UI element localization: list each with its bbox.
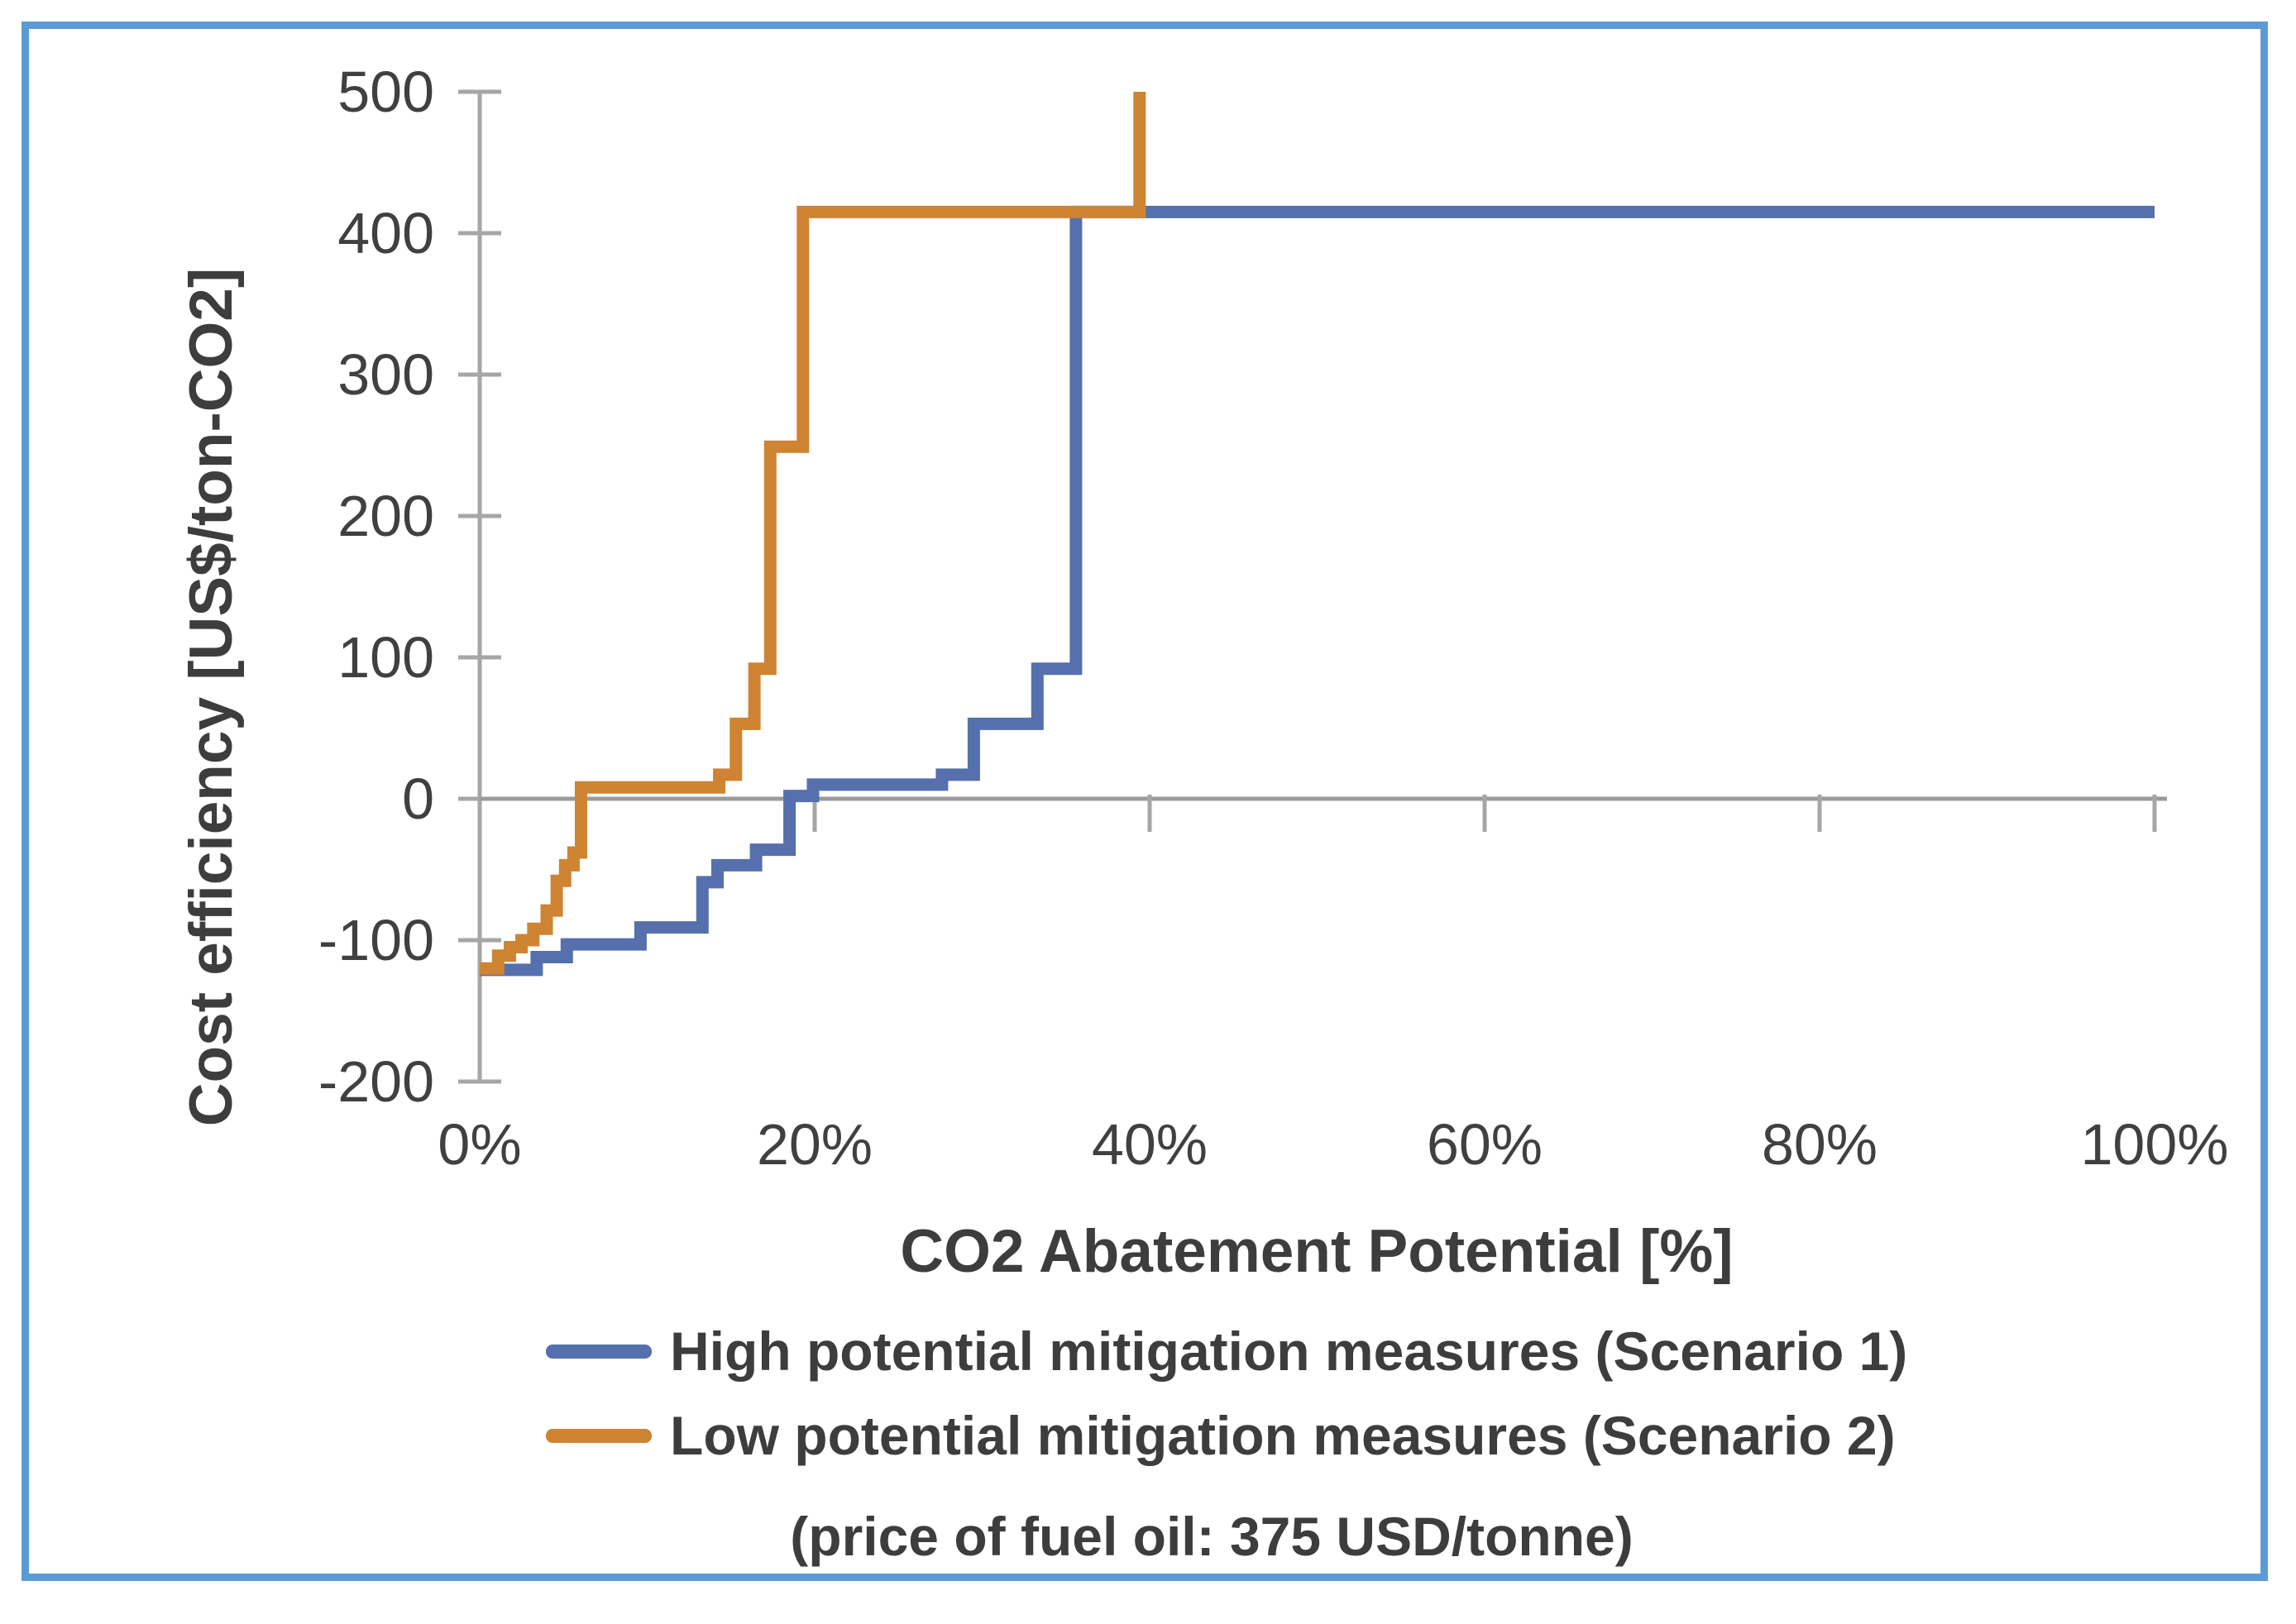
y-tick-label: 300 <box>337 342 434 407</box>
series-line-scenario2 <box>480 92 1146 975</box>
x-tick-label: 80% <box>1761 1112 1878 1177</box>
x-axis-title: CO2 Abatement Potential [%] <box>900 1218 1734 1285</box>
x-tick-label: 100% <box>2080 1112 2229 1177</box>
legend-item-scenario1: High potential mitigation measures (Scen… <box>546 1311 1907 1391</box>
legend-label-scenario2: Low potential mitigation measures (Scena… <box>670 1405 1896 1466</box>
y-tick-label: 100 <box>337 625 434 690</box>
y-tick-label: 200 <box>337 484 434 548</box>
chart-caption: (price of fuel oil: 375 USD/tonne) <box>790 1506 1634 1567</box>
y-tick-label: 0 <box>402 767 434 831</box>
chart-frame <box>22 21 2268 1581</box>
y-axis-title: Cost efficiency [US$/ton-CO2] <box>178 267 245 1127</box>
x-tick-label: 60% <box>1426 1112 1543 1177</box>
x-tick-label: 40% <box>1091 1112 1208 1177</box>
x-tick-label: 0% <box>438 1112 522 1177</box>
x-tick-label: 20% <box>756 1112 873 1177</box>
legend-label-scenario1: High potential mitigation measures (Scen… <box>670 1321 1908 1382</box>
legend-item-scenario2: Low potential mitigation measures (Scena… <box>546 1396 1896 1475</box>
legend-swatch-scenario1-icon <box>546 1344 652 1359</box>
y-tick-label: 400 <box>337 201 434 265</box>
y-tick-label: 500 <box>337 60 434 124</box>
legend-swatch-scenario2-icon <box>546 1428 652 1443</box>
y-tick-label: -200 <box>318 1049 434 1114</box>
series-line-scenario1 <box>480 205 2155 977</box>
y-tick-label: -100 <box>318 908 434 972</box>
